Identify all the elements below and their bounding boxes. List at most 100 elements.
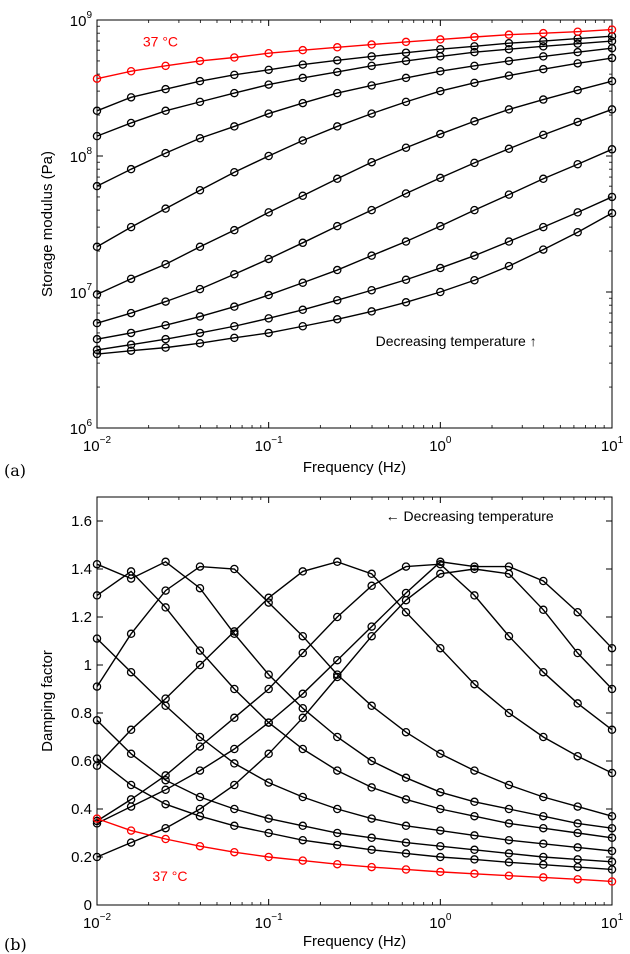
series-line bbox=[96, 758, 613, 871]
data-point bbox=[92, 634, 102, 643]
data-point bbox=[573, 875, 582, 884]
data-point bbox=[573, 802, 582, 811]
data-point bbox=[367, 783, 376, 792]
axes-box bbox=[96, 19, 613, 429]
data-point bbox=[504, 631, 514, 641]
data-point bbox=[298, 703, 308, 713]
data-point bbox=[333, 67, 342, 77]
y-tick-label: 108 bbox=[70, 146, 93, 166]
x-axis-label: Frequency (Hz) bbox=[303, 459, 406, 476]
data-point bbox=[539, 130, 548, 140]
data-point bbox=[298, 567, 308, 576]
data-point bbox=[333, 859, 342, 869]
data-point bbox=[470, 766, 479, 775]
data-point bbox=[367, 40, 376, 49]
data-point bbox=[367, 701, 376, 711]
data-point bbox=[573, 751, 582, 761]
data-point bbox=[539, 36, 548, 46]
data-point bbox=[436, 129, 445, 139]
data-point bbox=[573, 862, 582, 872]
data-point bbox=[126, 749, 136, 759]
data-point bbox=[195, 134, 205, 143]
data-point bbox=[195, 242, 205, 252]
data-point bbox=[539, 576, 548, 586]
data-point bbox=[161, 775, 170, 785]
y-axis-label: Storage modulus (Pa) bbox=[39, 151, 56, 297]
data-point bbox=[230, 53, 239, 62]
data-point bbox=[367, 756, 376, 766]
data-point bbox=[504, 569, 514, 579]
data-point bbox=[126, 93, 136, 102]
data-point bbox=[264, 814, 273, 823]
data-point bbox=[539, 64, 548, 74]
data-point bbox=[298, 321, 308, 331]
data-point bbox=[333, 732, 342, 742]
data-point bbox=[92, 559, 102, 569]
data-point bbox=[230, 321, 239, 331]
data-point bbox=[333, 221, 342, 231]
data-point bbox=[470, 251, 479, 260]
data-point bbox=[92, 852, 102, 862]
series-2 bbox=[92, 36, 617, 141]
data-point bbox=[504, 871, 514, 880]
data-point bbox=[504, 56, 514, 66]
data-point bbox=[504, 858, 514, 867]
data-point bbox=[367, 205, 376, 215]
data-point bbox=[470, 562, 479, 571]
data-point bbox=[333, 295, 342, 305]
data-point bbox=[470, 47, 479, 57]
data-point bbox=[126, 667, 136, 677]
data-point bbox=[333, 655, 342, 665]
data-point bbox=[607, 105, 617, 114]
x-tick-label: 101 bbox=[601, 435, 624, 455]
data-point bbox=[470, 42, 479, 51]
data-point bbox=[539, 222, 548, 232]
data-point bbox=[126, 725, 136, 735]
data-point bbox=[126, 222, 136, 232]
data-point bbox=[504, 237, 514, 246]
data-point bbox=[298, 821, 308, 831]
data-point bbox=[161, 204, 170, 213]
data-point bbox=[230, 302, 239, 311]
series-line bbox=[96, 570, 613, 839]
data-point bbox=[573, 85, 582, 95]
data-point bbox=[195, 646, 205, 655]
y-tick-base: 10 bbox=[70, 13, 87, 30]
data-point bbox=[195, 56, 205, 66]
series-line bbox=[96, 57, 613, 248]
data-point bbox=[367, 833, 376, 843]
data-point bbox=[298, 631, 308, 641]
x-tick-base: 10 bbox=[429, 915, 446, 932]
data-point bbox=[298, 278, 308, 287]
data-point bbox=[161, 823, 170, 833]
data-point bbox=[92, 106, 102, 116]
data-point bbox=[298, 191, 308, 201]
data-point bbox=[367, 52, 376, 61]
data-point bbox=[470, 276, 479, 285]
x-tick-exponent: −2 bbox=[100, 912, 112, 923]
data-point bbox=[539, 52, 548, 61]
series-line bbox=[96, 563, 613, 822]
data-point bbox=[264, 328, 273, 338]
data-point bbox=[539, 174, 548, 184]
data-point bbox=[230, 821, 239, 831]
x-tick-exponent: −1 bbox=[271, 912, 283, 923]
data-point bbox=[126, 838, 136, 847]
series-5 bbox=[92, 76, 617, 299]
data-point bbox=[298, 689, 308, 699]
y-tick-base: 10 bbox=[70, 421, 87, 438]
x-tick-base: 10 bbox=[255, 438, 272, 455]
data-point bbox=[504, 849, 514, 858]
data-point bbox=[436, 804, 445, 814]
series-line bbox=[96, 212, 613, 355]
data-point bbox=[161, 334, 170, 344]
data-point bbox=[333, 804, 342, 814]
data-point bbox=[401, 48, 411, 57]
series-9 bbox=[92, 564, 617, 862]
data-point bbox=[539, 811, 548, 821]
data-point bbox=[230, 759, 239, 768]
data-point bbox=[161, 557, 170, 567]
data-point bbox=[161, 61, 170, 71]
x-tick-exponent: −1 bbox=[271, 435, 283, 446]
data-point bbox=[92, 682, 102, 691]
